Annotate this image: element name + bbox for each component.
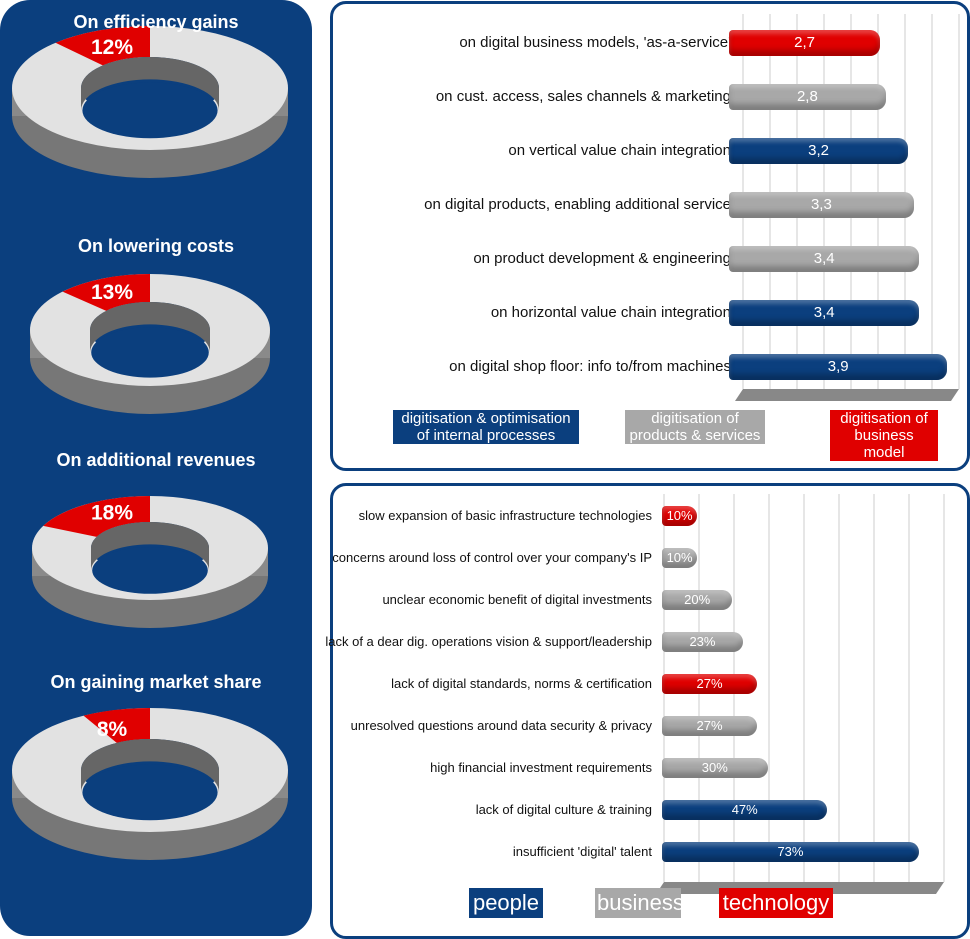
- donut-slice: [55, 26, 150, 66]
- donut-value-label: 12%: [91, 36, 133, 59]
- category-label: high financial investment requirements: [430, 760, 652, 776]
- chart-floor: [735, 389, 959, 401]
- category-label: on digital products, enabling additional…: [424, 196, 731, 213]
- bar: 30%: [662, 758, 768, 778]
- barriers-bar-chart-panel: slow expansion of basic infrastructure t…: [325, 483, 970, 939]
- donut-slice: [62, 274, 150, 311]
- donut-chart: 13%: [30, 274, 270, 414]
- bar: 3,9: [729, 354, 948, 380]
- category-label: on digital shop floor: info to/from mach…: [449, 358, 731, 375]
- legend-item: technology: [719, 888, 833, 918]
- category-label: on digital business models, 'as-a-servic…: [459, 34, 731, 51]
- category-label: unclear economic benefit of digital inve…: [382, 592, 652, 608]
- category-label: lack of digital standards, norms & certi…: [391, 676, 652, 692]
- donut-chart: 12%: [12, 26, 288, 178]
- legend-item: business: [595, 888, 684, 918]
- bar: 3,4: [729, 300, 920, 326]
- bar: 3,3: [729, 192, 914, 218]
- bar: 10%: [662, 506, 698, 526]
- category-label: concerns around loss of control over you…: [332, 550, 652, 566]
- donut-value-label: 8%: [97, 718, 128, 741]
- donut-panel: 12% 13% 18% 8% On efficiency gains On lowerin…: [0, 0, 312, 936]
- category-label: on product development & engineering: [473, 250, 731, 267]
- category-label: on cust. access, sales channels & market…: [435, 88, 731, 105]
- donut-title: On lowering costs: [77, 236, 235, 256]
- category-label: unresolved questions around data securit…: [350, 718, 652, 734]
- category-label: lack of a dear dig. operations vision & …: [325, 634, 652, 650]
- category-label: on horizontal value chain integration: [490, 304, 731, 321]
- category-label: on vertical value chain integration: [508, 142, 731, 159]
- donut-title: On gaining market share: [50, 672, 262, 692]
- category-label: slow expansion of basic infrastructure t…: [358, 508, 652, 524]
- bar: 27%: [662, 716, 758, 736]
- bar: 73%: [662, 842, 919, 862]
- bar: 23%: [662, 632, 743, 652]
- donut-title: On additional revenues: [56, 450, 256, 470]
- impact-bar-chart-panel: on digital business models, 'as-a-servic…: [330, 1, 970, 471]
- donut-value-label: 18%: [91, 501, 133, 524]
- bar: 2,7: [729, 30, 881, 56]
- donut-chart: 8%: [12, 708, 288, 860]
- donut-slice: [83, 708, 150, 743]
- category-label: insufficient 'digital' talent: [512, 844, 652, 860]
- bar: 3,2: [729, 138, 909, 164]
- donut-chart: 18%: [32, 496, 268, 628]
- legend-item: people: [469, 888, 543, 918]
- bar: 27%: [662, 674, 758, 694]
- bar: 10%: [662, 548, 698, 568]
- donut-value-label: 13%: [91, 281, 133, 304]
- donut-slice: [43, 496, 150, 537]
- bar: 2,8: [729, 84, 886, 110]
- legend-item: digitisation & optimisation of internal …: [393, 410, 579, 444]
- category-label: lack of digital culture & training: [475, 802, 652, 818]
- bar: 47%: [662, 800, 828, 820]
- legend-item: digitisation of products & services: [625, 410, 765, 444]
- donut-title: On efficiency gains: [73, 12, 239, 32]
- legend-item: digitisation of business model: [830, 410, 938, 461]
- bar: 20%: [662, 590, 733, 610]
- bar: 3,4: [729, 246, 920, 272]
